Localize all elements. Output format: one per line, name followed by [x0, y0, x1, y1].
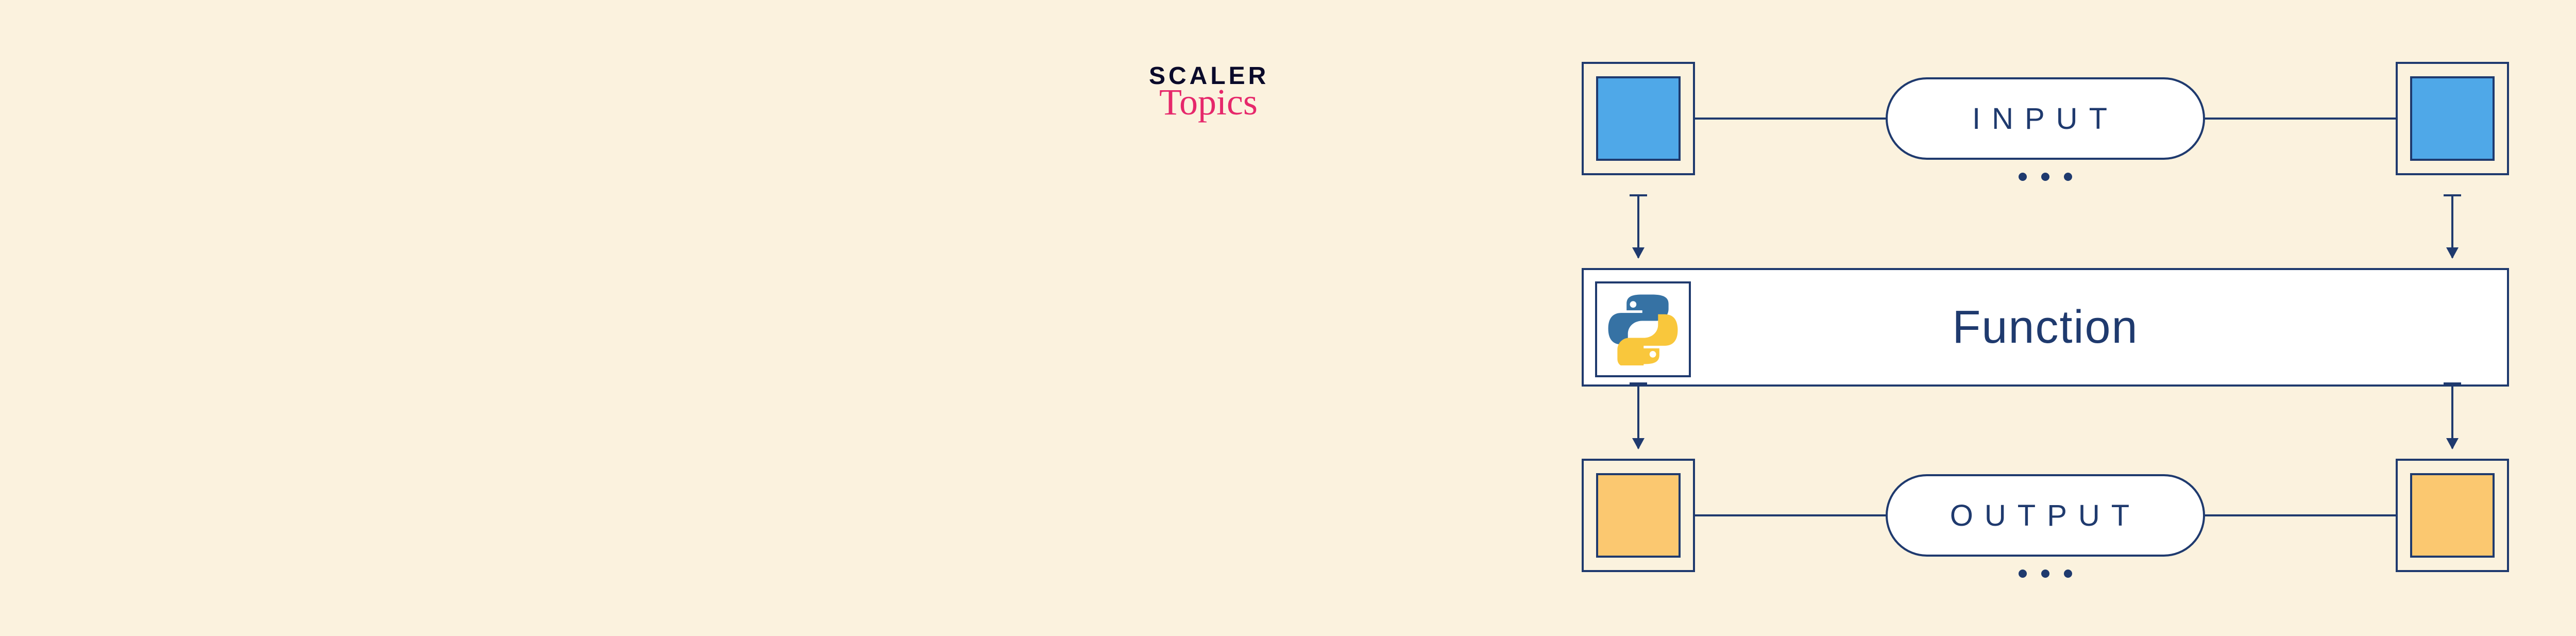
scaler-topics-logo: SCALER Topics: [1149, 62, 1269, 124]
connector-line: [2205, 118, 2396, 120]
function-box: Function: [1582, 268, 2509, 387]
logo-line2: Topics: [1159, 81, 1269, 124]
connector-line: [1695, 514, 1886, 516]
input-label: INPUT: [1972, 102, 2119, 136]
connector-line: [1695, 118, 1886, 120]
output-box-right: [2396, 459, 2509, 572]
ellipsis-dots: [2019, 570, 2072, 578]
output-label: OUTPUT: [1950, 498, 2141, 533]
input-box-left: [1582, 62, 1695, 175]
arrow-down-icon: [1637, 196, 1639, 258]
ellipsis-dots: [2019, 173, 2072, 181]
python-logo-icon: [1595, 281, 1691, 377]
input-pill: INPUT: [1886, 77, 2205, 160]
output-pill: OUTPUT: [1886, 474, 2205, 557]
output-row: OUTPUT: [1582, 459, 2509, 593]
function-flowchart: INPUT Function OUTPUT: [1582, 62, 2509, 577]
arrow-down-icon: [2451, 196, 2453, 258]
function-row: Function: [1582, 268, 2509, 387]
input-row: INPUT: [1582, 62, 2509, 196]
arrow-down-icon: [2451, 384, 2453, 448]
arrow-down-icon: [1637, 384, 1639, 448]
input-box-right: [2396, 62, 2509, 175]
function-label: Function: [1952, 301, 2138, 354]
connector-line: [2205, 514, 2396, 516]
output-box-left: [1582, 459, 1695, 572]
